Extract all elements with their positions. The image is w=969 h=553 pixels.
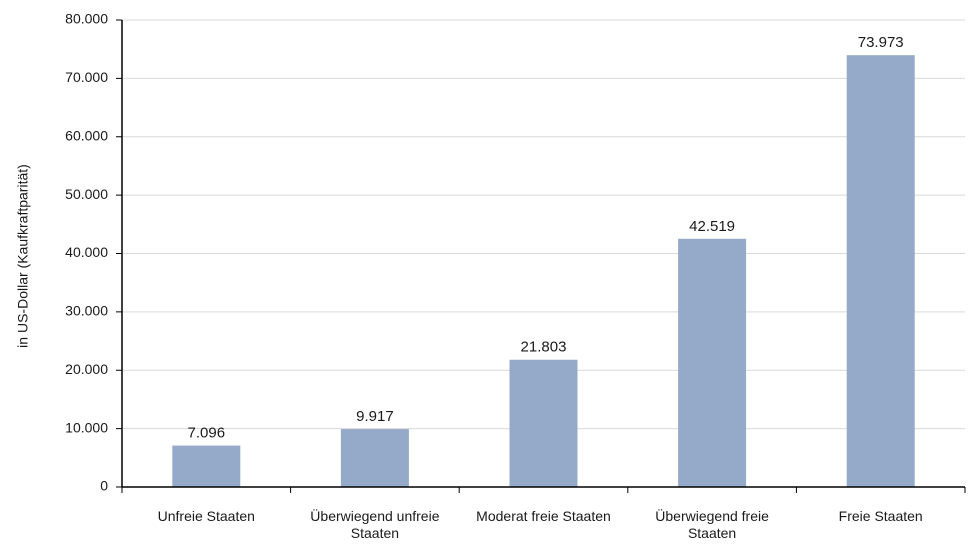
y-tick-label: 20.000 xyxy=(65,361,108,377)
x-tick-label-line: Freie Staaten xyxy=(839,508,923,524)
y-tick-label: 40.000 xyxy=(65,244,108,260)
bar-value-label: 73.973 xyxy=(858,34,904,51)
x-tick-label: Unfreie Staaten xyxy=(158,508,255,524)
x-tick-label: Überwiegend unfreie Staaten xyxy=(310,507,439,541)
x-tick-label-line: Überwiegend freie xyxy=(655,507,769,524)
y-tick-label: 50.000 xyxy=(65,186,108,202)
value-labels: 7.096 9.917 21.803 42.519 73.973 xyxy=(188,34,904,441)
bar xyxy=(340,429,409,487)
y-tick-label: 10.000 xyxy=(65,419,108,435)
bar-value-label: 21.803 xyxy=(521,339,567,356)
bar xyxy=(678,238,747,487)
x-tick-label: Überwiegend freie Staaten xyxy=(655,507,769,541)
x-tick-label-line: Unfreie Staaten xyxy=(158,508,255,524)
y-axis-label: in US-Dollar (Kaufkraftparität) xyxy=(15,164,31,348)
x-tick-label-line: Staaten xyxy=(351,525,399,541)
bar-value-label: 7.096 xyxy=(188,425,226,442)
bar xyxy=(172,445,241,487)
bars xyxy=(172,55,915,487)
y-tick-labels: 0 10.000 20.000 30.000 40.000 50.000 60.000 70.… xyxy=(65,11,108,494)
y-tick-label: 0 xyxy=(100,478,108,494)
y-tick-label: 60.000 xyxy=(65,127,108,143)
x-tick-labels: Unfreie Staaten Überwiegend unfreie Staate… xyxy=(158,507,923,541)
axes xyxy=(116,19,966,493)
bar xyxy=(846,55,915,487)
bar-value-label: 42.519 xyxy=(689,218,735,235)
y-tick-label: 30.000 xyxy=(65,303,108,319)
y-tick-label: 70.000 xyxy=(65,69,108,85)
bar xyxy=(509,359,578,487)
gridlines xyxy=(122,19,965,430)
bar-value-label: 9.917 xyxy=(356,408,394,425)
x-tick-label-line: Staaten xyxy=(688,525,736,541)
y-tick-label: 80.000 xyxy=(65,11,108,27)
x-tick-label: Moderat freie Staaten xyxy=(476,508,611,524)
x-tick-label-line: Moderat freie Staaten xyxy=(476,508,611,524)
x-tick-label: Freie Staaten xyxy=(839,508,923,524)
x-tick-label-line: Überwiegend unfreie xyxy=(310,507,439,524)
